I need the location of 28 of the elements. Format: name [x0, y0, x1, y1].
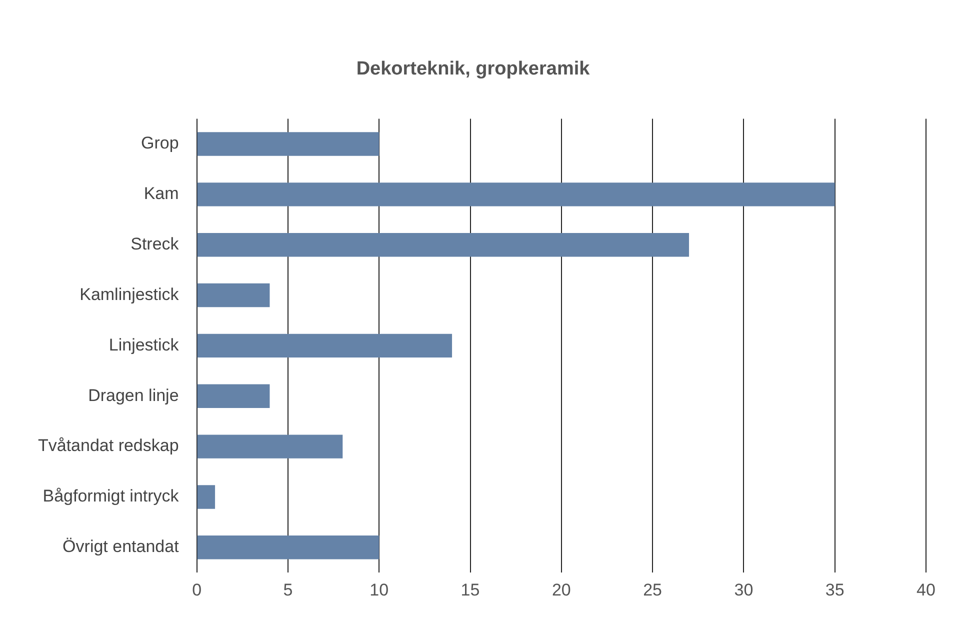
y-tick-label: Tvåtandat redskap — [38, 436, 179, 456]
y-tick-label: Bågformigt intryck — [42, 486, 180, 506]
x-tick-label: 10 — [370, 580, 389, 600]
bar — [197, 434, 343, 458]
x-tick-label: 40 — [916, 580, 936, 600]
y-tick-label: Linjestick — [108, 335, 180, 354]
x-tick-label: 15 — [460, 580, 480, 600]
y-tick-label: Streck — [130, 234, 180, 254]
bar — [197, 384, 270, 408]
x-tick-label: 20 — [552, 580, 571, 600]
bar — [197, 485, 216, 509]
bar — [197, 536, 380, 560]
bar — [197, 334, 452, 358]
x-tick-label: 30 — [734, 580, 754, 600]
bar — [197, 182, 835, 206]
x-tick-label: 0 — [192, 580, 202, 600]
x-tick-label: 5 — [283, 580, 293, 600]
y-tick-label: Dragen linje — [88, 386, 179, 405]
chart-title: Dekorteknik, gropkeramik — [356, 58, 590, 80]
y-tick-label: Grop — [141, 134, 179, 153]
y-tick-label: Övrigt entandat — [62, 537, 180, 556]
y-tick-label: Kam — [144, 184, 179, 204]
bar — [197, 283, 270, 308]
bar — [197, 233, 690, 257]
bar — [197, 132, 380, 156]
x-tick-label: 25 — [643, 580, 662, 600]
x-tick-label: 35 — [825, 580, 844, 600]
y-tick-label: Kamlinjestick — [80, 284, 180, 304]
